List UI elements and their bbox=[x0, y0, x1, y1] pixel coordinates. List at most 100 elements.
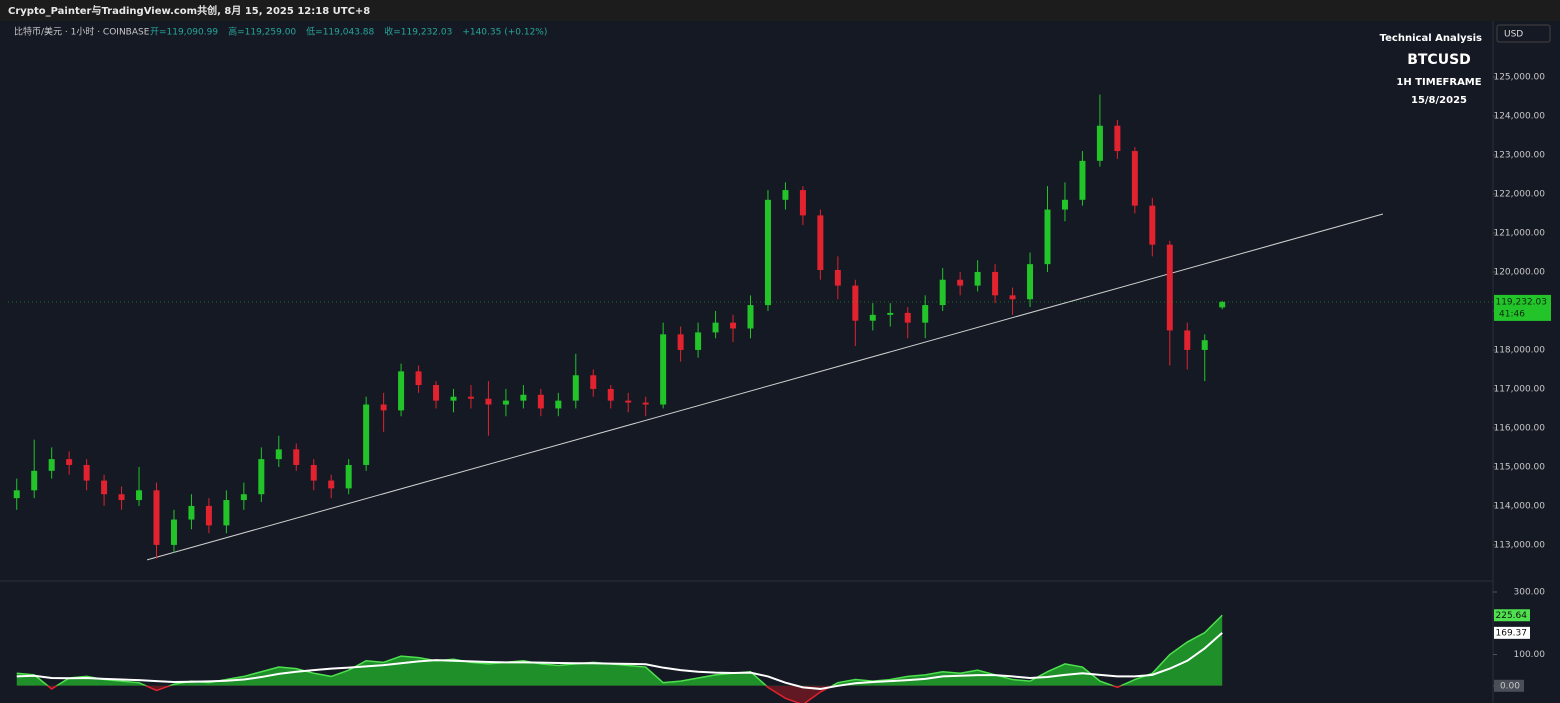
candle-body bbox=[764, 199, 771, 306]
candle-body bbox=[1166, 244, 1173, 331]
overlay-line: Technical Analysis bbox=[1380, 33, 1482, 44]
candle-body bbox=[310, 464, 317, 481]
title-bar bbox=[0, 0, 1560, 21]
candle-body bbox=[1096, 125, 1103, 161]
candle-body bbox=[205, 505, 212, 526]
series-value-label: 225.64 bbox=[1496, 611, 1528, 621]
candle-body bbox=[363, 404, 370, 465]
candle-body bbox=[240, 494, 247, 501]
candle-body bbox=[31, 470, 38, 491]
y-tick-label: 122,000.00 bbox=[1493, 189, 1545, 199]
y-tick-label: 114,000.00 bbox=[1493, 501, 1545, 511]
ohlc-value: +140.35 (+0.12%) bbox=[462, 28, 547, 38]
candle-body bbox=[834, 270, 841, 286]
ohlc-value: 收=119,232.03 bbox=[384, 26, 452, 38]
candle-body bbox=[1184, 330, 1191, 350]
title-bar-text: Crypto_Painter与TradingView.com共创, 8月 15,… bbox=[8, 4, 370, 17]
candle-body bbox=[1201, 340, 1208, 350]
series-value-label: 169.37 bbox=[1496, 628, 1528, 638]
candle-body bbox=[992, 271, 999, 296]
candle-body bbox=[817, 215, 824, 270]
candle-body bbox=[1219, 301, 1226, 308]
candle-body bbox=[1044, 209, 1051, 265]
candle-body bbox=[101, 480, 108, 495]
candle-body bbox=[1114, 125, 1121, 152]
candle-body bbox=[677, 334, 684, 350]
candle-body bbox=[223, 500, 230, 526]
y-tick-label: 121,000.00 bbox=[1493, 228, 1545, 238]
y-tick-label: 117,000.00 bbox=[1493, 384, 1545, 394]
candle-body bbox=[118, 494, 125, 501]
candle-body bbox=[782, 190, 789, 200]
y-tick-label: 123,000.00 bbox=[1493, 150, 1545, 160]
candle-body bbox=[939, 279, 946, 306]
countdown: 41:46 bbox=[1499, 309, 1525, 319]
overlay-line: 1H TIMEFRAME bbox=[1396, 77, 1481, 88]
candle-body bbox=[450, 396, 457, 401]
candle-body bbox=[345, 464, 352, 489]
candle-body bbox=[590, 375, 597, 389]
candle-body bbox=[904, 312, 911, 323]
candle-body bbox=[502, 400, 509, 405]
candle-body bbox=[153, 490, 160, 545]
candle-body bbox=[520, 394, 527, 401]
candle-body bbox=[747, 305, 754, 329]
candle-body bbox=[852, 285, 859, 321]
candle-body bbox=[380, 404, 387, 411]
candle-body bbox=[293, 449, 300, 465]
candle-body bbox=[537, 394, 544, 409]
candle-body bbox=[555, 400, 562, 409]
candle-body bbox=[887, 312, 894, 315]
candle-body bbox=[730, 322, 737, 329]
candle-body bbox=[869, 314, 876, 321]
y-tick-label: 125,000.00 bbox=[1493, 72, 1545, 82]
candle-body bbox=[1061, 199, 1068, 210]
candle-body bbox=[13, 490, 20, 499]
candle-body bbox=[467, 396, 474, 399]
y-tick-label: 120,000.00 bbox=[1493, 267, 1545, 277]
candle-body bbox=[642, 402, 649, 405]
overlay-line: BTCUSD bbox=[1407, 52, 1471, 68]
candle-body bbox=[188, 505, 195, 520]
zero-label-box bbox=[1494, 679, 1524, 692]
candle-body bbox=[433, 385, 440, 401]
candle-body bbox=[415, 371, 422, 386]
candle-body bbox=[695, 332, 702, 350]
currency-button[interactable] bbox=[1496, 24, 1551, 43]
y-tick-label: 124,000.00 bbox=[1493, 111, 1545, 121]
candle-body bbox=[48, 459, 55, 471]
candle-body bbox=[275, 449, 282, 460]
candle-body bbox=[922, 305, 929, 323]
trendline bbox=[146, 213, 1384, 561]
signal-line bbox=[16, 632, 1223, 690]
last-price-label: 119,232.03 bbox=[1495, 297, 1547, 307]
ohlc-value: 低=119,043.88 bbox=[306, 26, 374, 38]
symbol-line: 比特币/美元 · 1小时 · COINBASE bbox=[14, 26, 150, 38]
candle-body bbox=[1009, 295, 1016, 300]
ohlc-value: 开=119,090.99 bbox=[150, 27, 218, 38]
ohlc-value: 高=119,259.00 bbox=[228, 26, 296, 38]
candle-body bbox=[1131, 151, 1138, 206]
candle-body bbox=[572, 375, 579, 401]
y-tick-label: 116,000.00 bbox=[1493, 423, 1545, 433]
candle-body bbox=[485, 398, 492, 405]
candle-body bbox=[974, 271, 981, 286]
currency[interactable]: USD bbox=[1504, 30, 1523, 40]
candle-body bbox=[799, 190, 806, 216]
candle-body bbox=[1149, 205, 1156, 245]
series-value-box bbox=[1494, 626, 1530, 639]
candle-body bbox=[607, 388, 614, 401]
y-tick-label: 100.00 bbox=[1514, 650, 1546, 660]
candle-body bbox=[957, 279, 964, 286]
candle-body bbox=[66, 459, 73, 465]
oscillator-area-positive bbox=[16, 615, 1223, 686]
candle-body bbox=[170, 519, 177, 545]
candle-body bbox=[1079, 160, 1086, 200]
candle-body bbox=[660, 334, 667, 405]
series-value-box bbox=[1494, 609, 1530, 622]
candle-body bbox=[328, 480, 335, 489]
candle-body bbox=[258, 459, 265, 495]
y-tick-label: 300.00 bbox=[1514, 588, 1546, 598]
